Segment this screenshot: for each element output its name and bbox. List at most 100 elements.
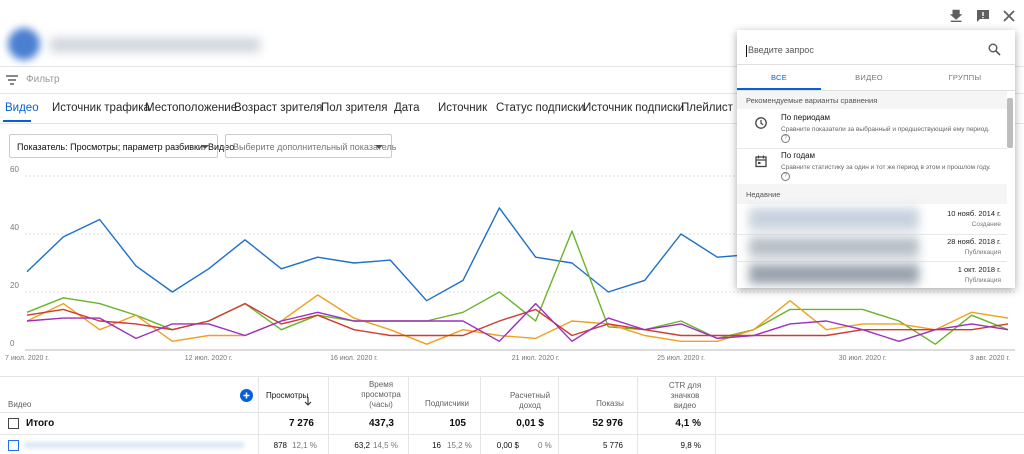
column-separator	[328, 376, 329, 454]
series-line	[26, 302, 1009, 342]
section-heading: Недавние	[746, 190, 781, 199]
divider	[737, 90, 1015, 91]
x-tick-label: 25 июл. 2020 г.	[657, 355, 705, 362]
total-cell: 0,01 $	[516, 418, 544, 429]
feedback-icon[interactable]	[975, 8, 991, 24]
total-cell: 52 976	[592, 418, 623, 429]
cell: 878	[273, 441, 287, 450]
scrollbar[interactable]	[1007, 98, 1013, 148]
text-cursor	[746, 45, 747, 57]
help-icon[interactable]: ?	[781, 134, 790, 143]
cell: 9,8 %	[680, 441, 701, 450]
x-tick-label: 3 авг. 2020 г.	[970, 355, 1010, 362]
dropdown-text: Показатель: Просмотры; параметр разбивки…	[17, 142, 235, 152]
total-cell: 7 276	[288, 418, 314, 429]
search-icon[interactable]	[988, 43, 1001, 56]
column-header[interactable]: Видео	[8, 400, 32, 409]
x-tick-label: 30 июл. 2020 г.	[839, 355, 887, 362]
channel-name-blurred	[50, 38, 260, 52]
cell: 0,00 $	[496, 441, 519, 450]
download-icon[interactable]	[948, 8, 964, 24]
column-header[interactable]: Время просмотра (часы)	[361, 380, 401, 409]
y-tick-label: 0	[10, 339, 15, 348]
tab[interactable]: Местоположение	[145, 102, 238, 114]
suggestion-title[interactable]: По периодам	[781, 113, 831, 122]
total-label: Итого	[26, 418, 55, 429]
y-tick-label: 60	[10, 165, 19, 174]
cell-share: 0 %	[538, 441, 552, 450]
tab[interactable]: Плейлист	[681, 102, 733, 114]
series-line	[26, 302, 1009, 337]
cell-share: 14,5 %	[373, 441, 398, 450]
divider	[737, 64, 1015, 65]
channel-avatar	[8, 28, 40, 60]
tab[interactable]: Источник трафика	[52, 102, 150, 114]
column-header[interactable]: CTR для значков видео	[668, 381, 702, 410]
divider	[0, 93, 1024, 94]
chart: 0 20 40 60 7 июл. 2020 г. 12 июл. 2020 г. 16 и…	[5, 165, 1015, 362]
x-tick-label: 12 июл. 2020 г.	[185, 355, 233, 362]
recent-kind: Публикация	[964, 249, 1001, 256]
tab[interactable]: Источник подписки	[583, 102, 685, 114]
recent-item-blurred	[749, 208, 919, 230]
tab[interactable]: Источник	[438, 102, 488, 114]
tab[interactable]: Возраст зрителя	[234, 102, 323, 114]
y-tick-label: 20	[10, 281, 19, 290]
column-separator	[715, 376, 716, 454]
recent-date[interactable]: 1 окт. 2018 г.	[957, 265, 1001, 274]
section-bg	[737, 184, 1007, 204]
popup-tab[interactable]: ВИДЕО	[855, 73, 883, 82]
column-header[interactable]: Расчетный доход	[509, 391, 551, 410]
extra-metric-dropdown[interactable]: Выберите дополнительный показатель	[225, 134, 396, 158]
column-header[interactable]: Подписчики	[424, 399, 469, 408]
popup-tab[interactable]: ГРУППЫ	[948, 73, 982, 82]
suggestion-title[interactable]: По годам	[781, 151, 816, 160]
cell-share: 12,1 %	[292, 441, 317, 450]
popup-tab[interactable]: ВСЕ	[770, 73, 788, 82]
dropdown-text: Выберите дополнительный показатель	[233, 142, 397, 152]
column-separator	[408, 376, 409, 454]
tab[interactable]: Пол зрителя	[321, 102, 388, 114]
add-column-button[interactable]	[240, 389, 253, 402]
divider	[0, 434, 1024, 435]
sort-arrow	[304, 397, 312, 406]
checkbox[interactable]	[8, 418, 19, 429]
filter-icon[interactable]	[5, 74, 19, 86]
total-cell: 4,1 %	[675, 418, 701, 429]
active-tab-indicator	[737, 88, 821, 90]
divider	[737, 148, 1007, 149]
x-tick-label: 7 июл. 2020 г.	[5, 355, 49, 362]
dropdown-arrow	[201, 145, 209, 149]
column-header[interactable]: Просмотры	[266, 391, 309, 400]
filter-input[interactable]: Фильтр	[26, 74, 60, 85]
recent-item-blurred	[749, 264, 919, 284]
help-icon[interactable]: ?	[781, 172, 790, 181]
divider	[0, 412, 1024, 413]
recent-item-blurred	[749, 237, 919, 257]
column-separator	[258, 376, 259, 454]
close-icon[interactable]	[1001, 8, 1017, 24]
search-input[interactable]: Введите запрос	[748, 45, 814, 55]
recent-kind: Публикация	[964, 277, 1001, 284]
tab[interactable]: Видео	[5, 102, 39, 114]
video-title-blurred	[24, 442, 244, 448]
recent-date[interactable]: 10 нояб. 2014 г.	[947, 209, 1001, 218]
column-separator	[558, 376, 559, 454]
section-heading: Рекомендуемые варианты сравнения	[746, 96, 878, 105]
column-separator	[480, 376, 481, 454]
divider	[0, 123, 1024, 124]
compare-popup: Введите запрос ВСЕ ВИДЕО ГРУППЫ Рекоменд…	[737, 30, 1015, 288]
metric-dropdown[interactable]: Показатель: Просмотры; параметр разбивки…	[9, 134, 234, 158]
recent-date[interactable]: 28 нояб. 2018 г.	[947, 237, 1001, 246]
column-header[interactable]: Показы	[596, 399, 624, 408]
calendar-icon	[755, 155, 767, 168]
x-tick-label: 21 июл. 2020 г.	[512, 355, 560, 362]
cell: 5 776	[602, 441, 623, 450]
tab[interactable]: Статус подписки	[496, 102, 585, 114]
cell: 16	[432, 441, 441, 450]
checkbox[interactable]	[8, 440, 19, 451]
period-icon	[755, 117, 767, 129]
dropdown-arrow	[375, 145, 383, 149]
tab[interactable]: Дата	[394, 102, 420, 114]
